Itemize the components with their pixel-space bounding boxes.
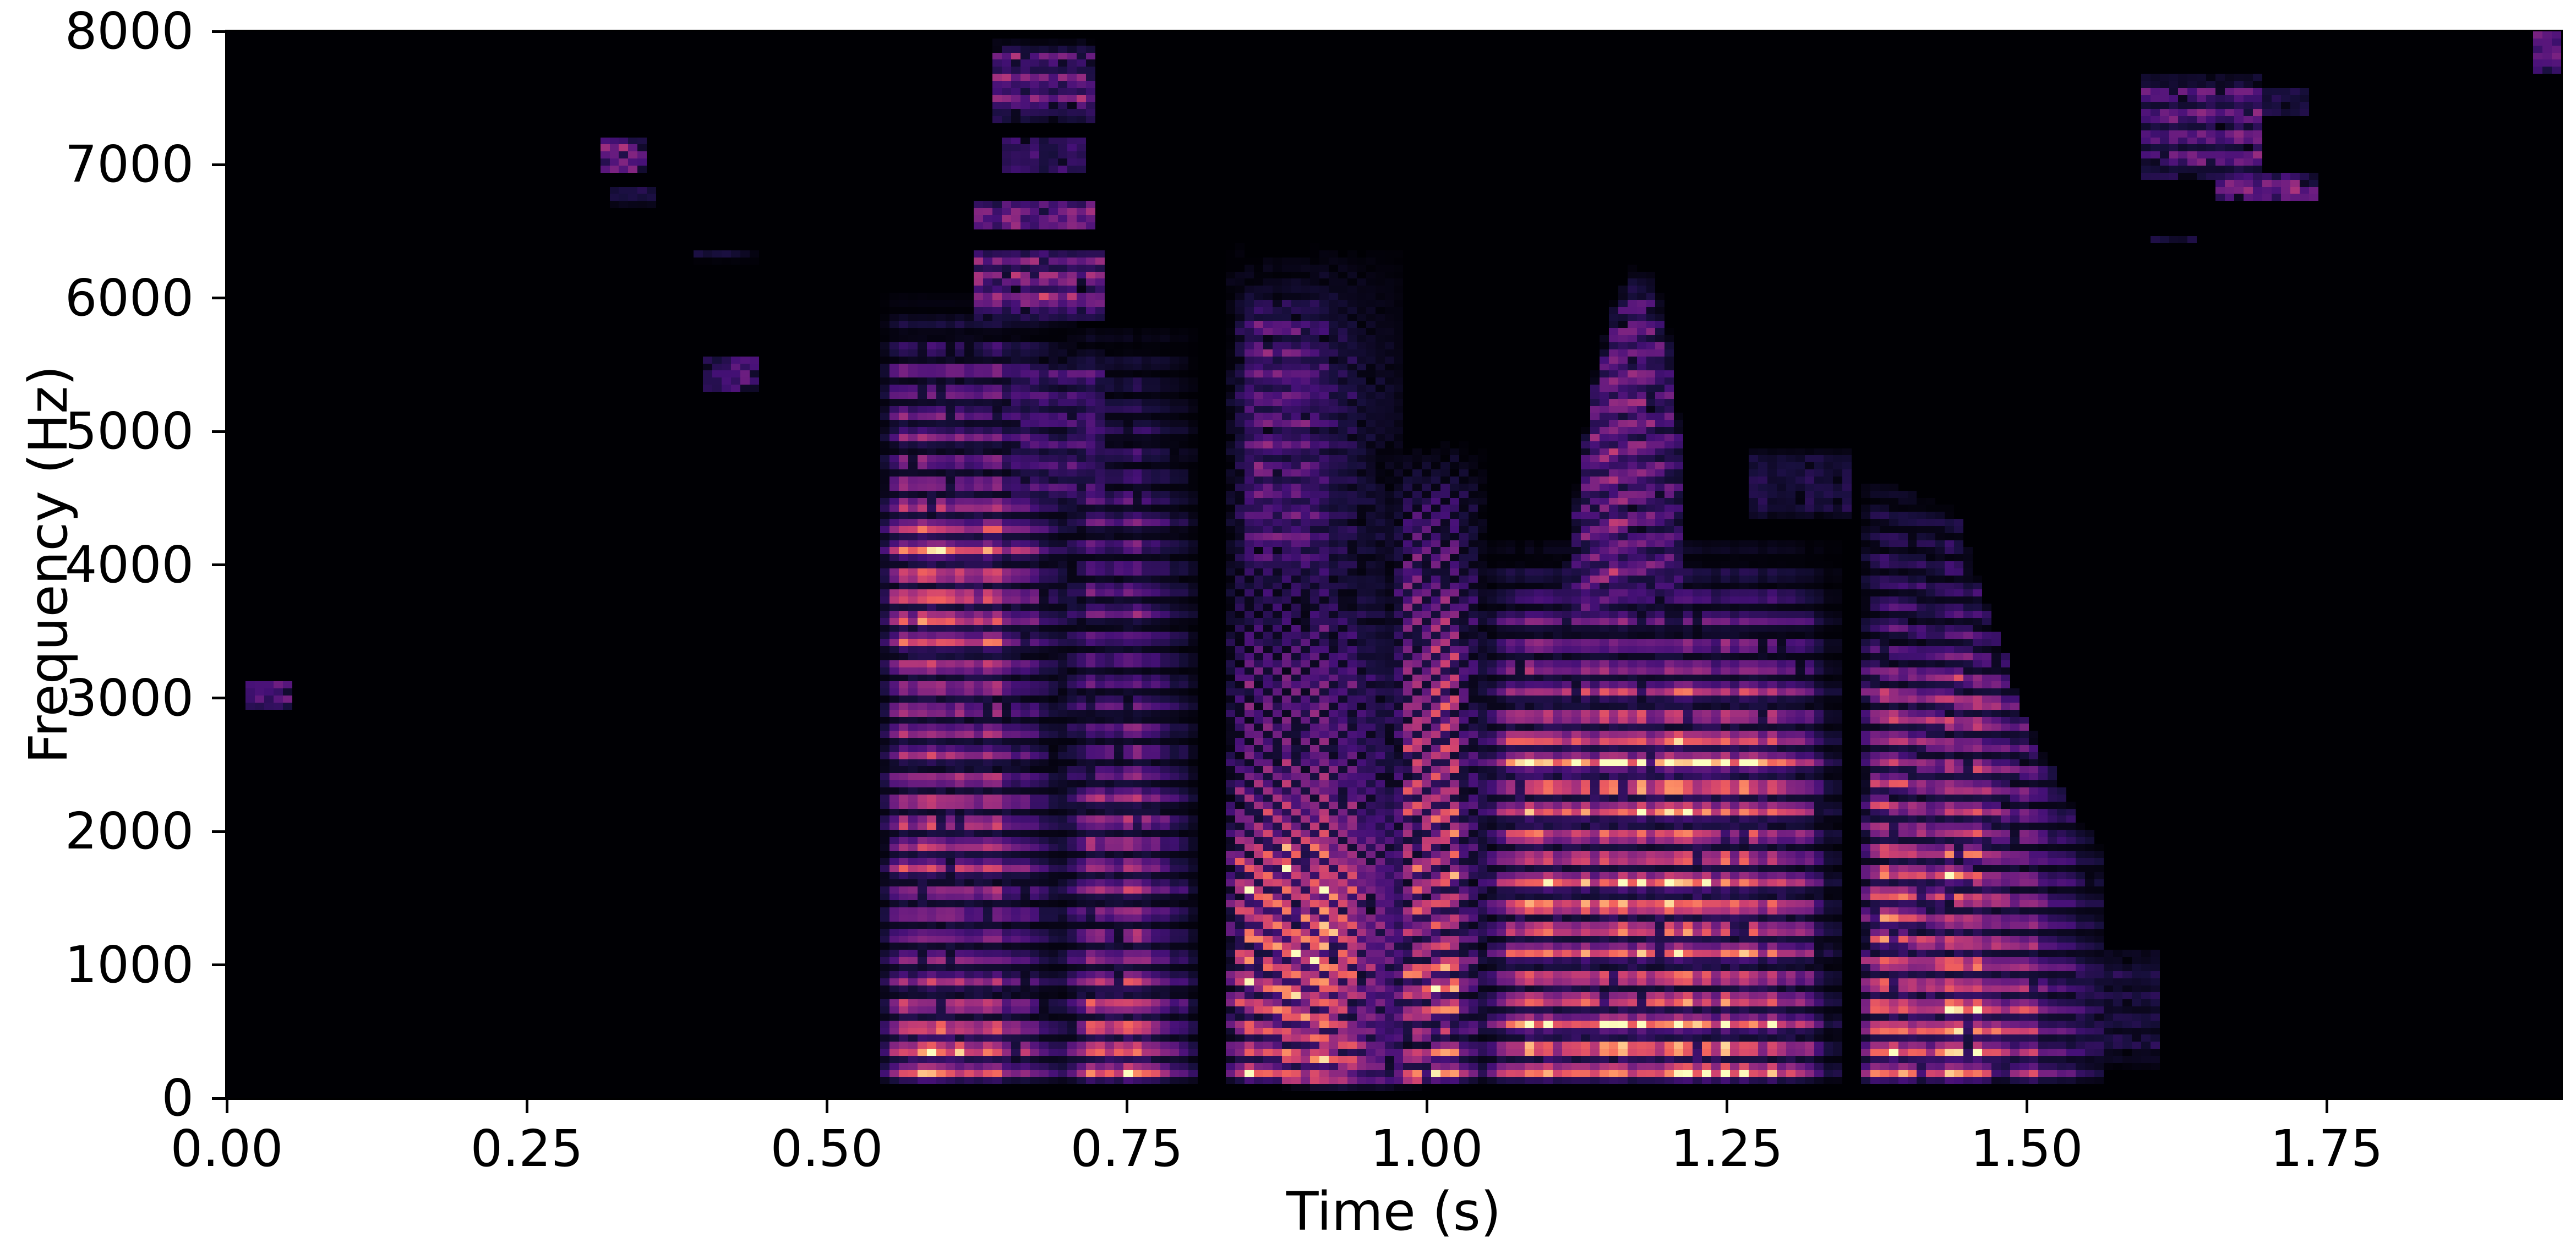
y-tick-label: 1000 bbox=[64, 935, 194, 994]
y-tick-label: 0 bbox=[161, 1069, 194, 1127]
x-tick-label: 1.00 bbox=[1370, 1119, 1483, 1178]
y-tick-label: 8000 bbox=[64, 2, 194, 61]
y-tick-label: 2000 bbox=[64, 802, 194, 861]
y-tick-label: 3000 bbox=[64, 668, 194, 727]
x-tick-label: 0.25 bbox=[470, 1119, 583, 1178]
y-axis-title: Frequency (Hz) bbox=[18, 365, 79, 764]
y-tick-mark bbox=[212, 963, 227, 967]
x-tick-mark bbox=[825, 1098, 828, 1113]
x-axis-title: Time (s) bbox=[1286, 1181, 1502, 1242]
x-tick-label: 0.00 bbox=[170, 1119, 283, 1178]
y-tick-label: 4000 bbox=[64, 535, 194, 594]
y-tick-mark bbox=[212, 430, 227, 433]
y-tick-label: 5000 bbox=[64, 402, 194, 461]
x-tick-label: 1.25 bbox=[1670, 1119, 1783, 1178]
x-tick-mark bbox=[2025, 1098, 2028, 1113]
plot-area bbox=[227, 31, 2561, 1098]
y-tick-mark bbox=[212, 563, 227, 566]
x-tick-mark bbox=[2325, 1098, 2328, 1113]
y-tick-mark bbox=[212, 297, 227, 300]
spectrogram-canvas bbox=[227, 31, 2561, 1098]
x-tick-label: 0.75 bbox=[1070, 1119, 1183, 1178]
x-tick-label: 0.50 bbox=[770, 1119, 883, 1178]
x-tick-mark bbox=[1125, 1098, 1128, 1113]
x-tick-label: 1.75 bbox=[2270, 1119, 2383, 1178]
y-tick-label: 7000 bbox=[64, 135, 194, 194]
y-tick-mark bbox=[212, 163, 227, 166]
x-tick-mark bbox=[1425, 1098, 1428, 1113]
x-tick-label: 1.50 bbox=[1970, 1119, 2083, 1178]
y-tick-mark bbox=[212, 830, 227, 833]
y-tick-label: 6000 bbox=[64, 268, 194, 327]
y-tick-mark bbox=[212, 697, 227, 700]
x-tick-mark bbox=[525, 1098, 528, 1113]
y-tick-mark bbox=[212, 30, 227, 33]
x-tick-mark bbox=[225, 1098, 228, 1113]
y-tick-mark bbox=[212, 1097, 227, 1100]
x-tick-mark bbox=[1725, 1098, 1728, 1113]
